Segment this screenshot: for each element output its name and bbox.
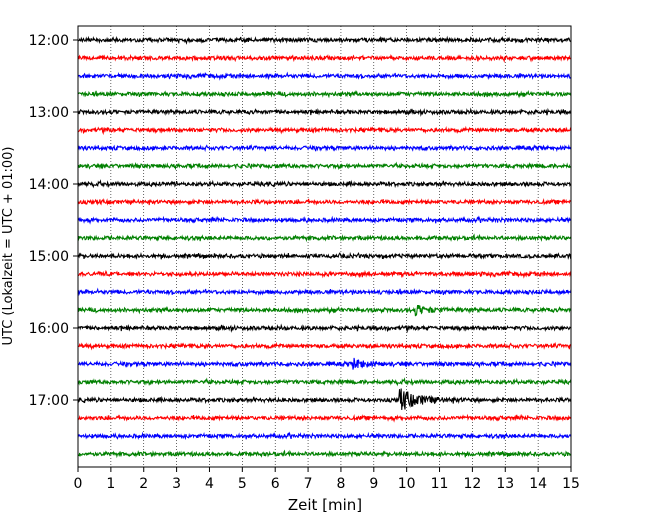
trace-1615 xyxy=(77,341,572,351)
x-tick-label-11: 11 xyxy=(431,476,449,492)
trace-1600 xyxy=(77,323,572,334)
trace-1645 xyxy=(77,377,572,387)
x-tick-label-7: 7 xyxy=(304,476,313,492)
x-tick-label-10: 10 xyxy=(398,476,416,492)
y-tick-label-16:00: 16:00 xyxy=(29,321,69,337)
trace-1300 xyxy=(77,107,572,117)
x-tick-label-14: 14 xyxy=(529,476,547,492)
y-tick-label-12:00: 12:00 xyxy=(29,33,69,49)
x-tick-label-13: 13 xyxy=(496,476,514,492)
plot-frame xyxy=(77,25,572,468)
x-tick-label-1: 1 xyxy=(106,476,115,492)
x-tick-label-4: 4 xyxy=(205,476,214,492)
x-tick-label-12: 12 xyxy=(463,476,481,492)
trace-1530 xyxy=(77,287,572,297)
trace-1215 xyxy=(77,53,571,64)
x-axis-title: Zeit [min] xyxy=(288,496,362,514)
y-tick-label-13:00: 13:00 xyxy=(29,105,69,121)
trace-1715 xyxy=(77,413,572,423)
trace-1315 xyxy=(77,125,572,136)
trace-1345 xyxy=(77,161,572,171)
trace-1730 xyxy=(77,431,572,441)
trace-1230 xyxy=(77,71,572,81)
x-tick-label-8: 8 xyxy=(336,476,345,492)
x-tick-label-6: 6 xyxy=(271,476,280,492)
trace-1630 xyxy=(77,357,572,370)
x-tick-label-0: 0 xyxy=(74,476,83,492)
trace-1500 xyxy=(77,251,572,260)
y-tick-label-14:00: 14:00 xyxy=(29,177,69,193)
trace-1700 xyxy=(77,388,572,410)
x-tick-label-2: 2 xyxy=(139,476,148,492)
x-tick-label-9: 9 xyxy=(369,476,378,492)
trace-1545 xyxy=(77,304,572,317)
trace-1430 xyxy=(77,215,572,225)
y-tick-label-15:00: 15:00 xyxy=(29,249,69,265)
trace-1400 xyxy=(77,179,572,189)
y-axis-title: UTC (Lokalzeit = UTC + 01:00) xyxy=(1,147,16,346)
x-tick-label-5: 5 xyxy=(238,476,247,492)
trace-1515 xyxy=(77,269,572,279)
trace-1330 xyxy=(77,144,572,153)
trace-1200 xyxy=(77,35,572,45)
y-axis: 12:00 13:00 14:00 15:00 16:00 17:00 xyxy=(29,33,78,409)
trace-1415 xyxy=(77,198,572,206)
x-tick-label-3: 3 xyxy=(172,476,181,492)
x-axis: 0 1 2 3 4 5 6 7 8 9 10 11 12 13 14 15 xyxy=(74,467,580,492)
trace-1445 xyxy=(77,233,572,243)
y-tick-label-17:00: 17:00 xyxy=(29,393,69,409)
trace-1245 xyxy=(77,89,572,99)
x-tick-label-15: 15 xyxy=(562,476,580,492)
seismic-traces xyxy=(77,35,572,459)
trace-1745 xyxy=(77,449,572,459)
